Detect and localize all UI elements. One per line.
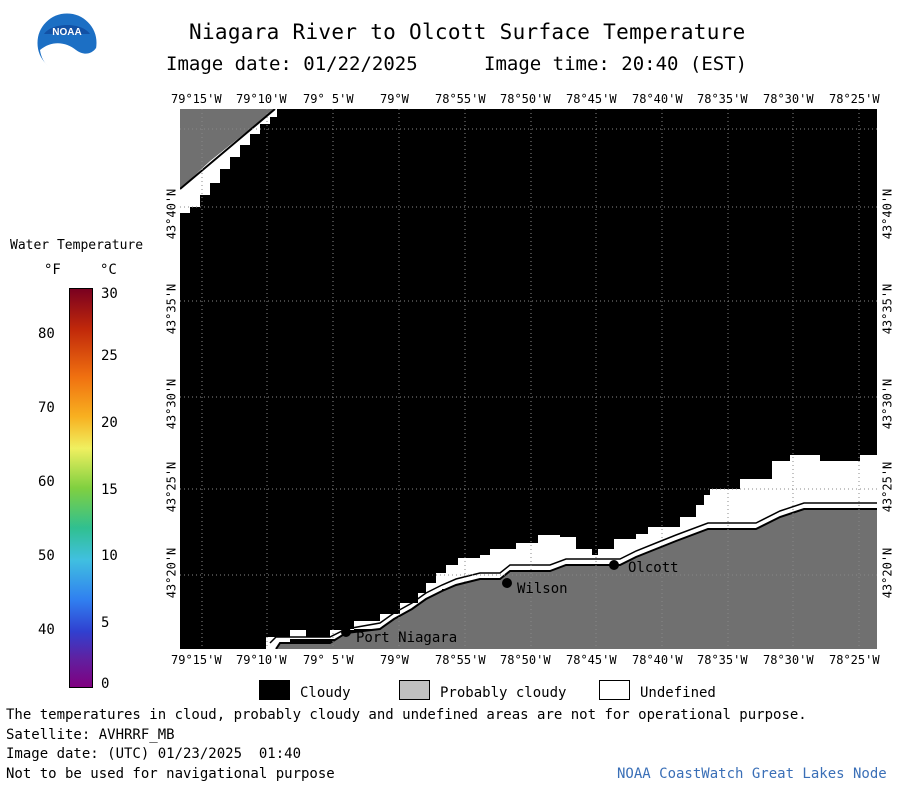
c-label: 0	[101, 676, 110, 692]
lon-tick: 78°50'W	[500, 92, 551, 106]
lat-tick: 43°30'N	[164, 378, 179, 430]
lon-tick: 79°15'W	[171, 653, 222, 667]
lat-tick: 43°25'N	[880, 461, 895, 513]
f-label: 50	[38, 548, 55, 564]
longitude-axis-top: 79°15'W 79°10'W 79° 5'W 79°W 78°55'W 78°…	[0, 92, 916, 106]
scale-unit-c: °C	[100, 262, 117, 278]
noaa-logo-icon: NOAA	[36, 12, 98, 74]
lat-tick: 43°35'N	[880, 283, 895, 335]
lon-tick: 79° 5'W	[303, 653, 354, 667]
c-label: 30	[101, 286, 118, 302]
lon-tick: 78°55'W	[435, 92, 486, 106]
lon-tick: 78°35'W	[697, 92, 748, 106]
legend-label-probably-cloudy: Probably cloudy	[440, 685, 567, 701]
legend-swatch-probably-cloudy	[399, 680, 430, 700]
wilson-marker	[502, 578, 512, 588]
c-label: 20	[101, 415, 118, 431]
lon-tick: 79°W	[380, 653, 409, 667]
lat-tick: 43°35'N	[164, 283, 179, 335]
lon-tick: 78°40'W	[632, 92, 683, 106]
lat-tick: 43°40'N	[880, 188, 895, 240]
f-label: 60	[38, 474, 55, 490]
image-date: Image date: 01/22/2025	[166, 53, 418, 75]
lon-tick: 78°45'W	[566, 92, 617, 106]
f-label: 80	[38, 326, 55, 342]
f-label: 40	[38, 622, 55, 638]
lon-tick: 78°50'W	[500, 653, 551, 667]
lon-tick: 78°30'W	[763, 653, 814, 667]
place-port-niagara: Port Niagara	[356, 630, 458, 646]
lat-tick: 43°40'N	[164, 188, 179, 240]
scale-unit-f: °F	[44, 262, 61, 278]
noaa-logo-text: NOAA	[52, 27, 82, 38]
footer-nav: Not to be used for navigational purpose	[6, 766, 335, 782]
lon-tick: 78°45'W	[566, 653, 617, 667]
lon-tick: 78°25'W	[829, 92, 880, 106]
c-label: 25	[101, 348, 118, 364]
lon-tick: 79°W	[380, 92, 409, 106]
lon-tick: 78°30'W	[763, 92, 814, 106]
lon-tick: 79°10'W	[236, 92, 287, 106]
lat-tick: 43°25'N	[164, 461, 179, 513]
c-label: 15	[101, 482, 118, 498]
legend-label-undefined: Undefined	[640, 685, 716, 701]
c-label: 5	[101, 615, 110, 631]
footer-note: The temperatures in cloud, probably clou…	[6, 707, 807, 723]
place-olcott: Olcott	[628, 560, 679, 576]
lon-tick: 78°35'W	[697, 653, 748, 667]
f-label: 70	[38, 400, 55, 416]
footer-utc: Image date: (UTC) 01/23/2025 01:40	[6, 746, 302, 762]
legend-swatch-cloudy	[259, 680, 290, 700]
lon-tick: 79°15'W	[171, 92, 222, 106]
port-niagara-marker	[341, 627, 351, 637]
lon-tick: 78°55'W	[435, 653, 486, 667]
longitude-axis-bottom: 79°15'W 79°10'W 79° 5'W 79°W 78°55'W 78°…	[0, 653, 916, 667]
olcott-marker	[609, 560, 619, 570]
lat-tick: 43°30'N	[880, 378, 895, 430]
page-title: Niagara River to Olcott Surface Temperat…	[189, 20, 746, 44]
image-time: Image time: 20:40 (EST)	[484, 53, 748, 75]
place-wilson: Wilson	[517, 581, 568, 597]
lat-tick: 43°20'N	[880, 547, 895, 599]
color-scale-bar	[69, 288, 93, 688]
lon-tick: 78°40'W	[632, 653, 683, 667]
scale-title: Water Temperature	[10, 238, 144, 253]
map-image: Port Niagara Wilson Olcott	[180, 109, 877, 649]
lat-tick: 43°20'N	[164, 547, 179, 599]
legend-label-cloudy: Cloudy	[300, 685, 351, 701]
legend-swatch-undefined	[599, 680, 630, 700]
c-label: 10	[101, 548, 118, 564]
footer-credit: NOAA CoastWatch Great Lakes Node	[617, 766, 887, 782]
lon-tick: 79° 5'W	[303, 92, 354, 106]
legend: Cloudy Probably cloudy Undefined	[259, 680, 739, 702]
lon-tick: 78°25'W	[829, 653, 880, 667]
lon-tick: 79°10'W	[236, 653, 287, 667]
footer-satellite: Satellite: AVHRRF_MB	[6, 727, 175, 743]
